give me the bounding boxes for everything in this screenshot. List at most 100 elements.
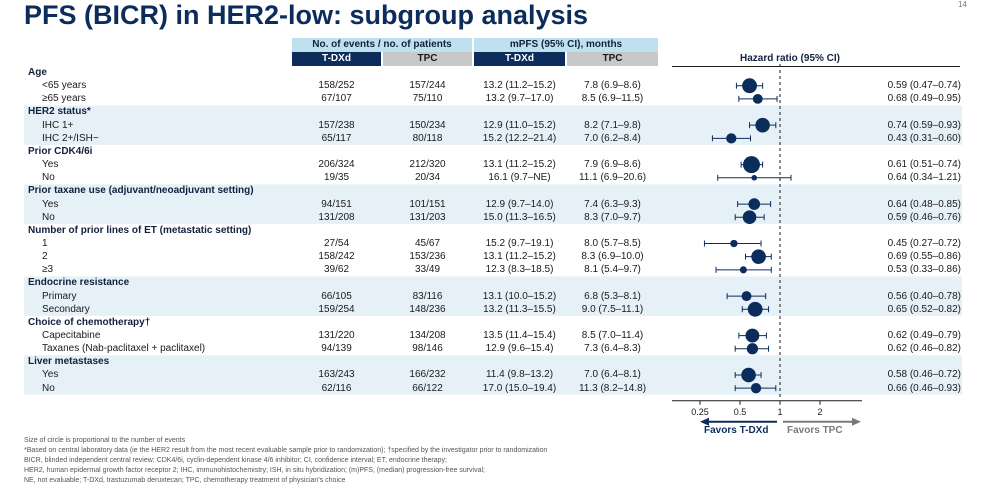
mpfs-tpc-cell: 7.0 (6.4–8.1) [584,369,641,381]
subgroup-header: Endocrine resistance [28,277,130,289]
mpfs-tpc-cell: 8.3 (7.0–9.7) [584,211,641,223]
events-tpc-cell: 20/34 [414,172,441,184]
subgroup-label: No [42,172,55,184]
mpfs-tdxd-cell: 13.1 (11.2–15.2) [483,159,556,171]
hazard-ratio-header: Hazard ratio (95% CI) [739,53,841,64]
favors-tpc-label: Favors TPC [787,424,843,436]
events-tpc-cell: 33/49 [414,264,441,276]
page-number: 14 [958,0,967,9]
events-tpc-cell: 166/232 [409,369,446,381]
subgroup-label: IHC 2+/ISH− [42,132,99,144]
x-tick-label: 2 [817,407,822,417]
subgroup-label: ≥3 [42,264,54,276]
group-band [24,355,962,395]
favors-tdxd-label: Favors T-DXd [704,424,769,436]
mpfs-tdxd-cell: 15.2 (12.2–21.4) [482,132,557,144]
events-tpc-cell: 153/236 [409,251,446,263]
events-tpc-cell: 212/320 [409,159,446,171]
mpfs-tdxd-cell: 15.2 (9.7–19.1) [485,237,554,249]
hr-point [746,343,759,355]
events-tdxd-cell: 66/105 [321,290,352,302]
events-tpc-cell: 134/208 [409,330,446,341]
mpfs-tdxd-cell: 13.5 (11.4–15.4) [483,330,556,341]
hr-point [748,198,761,210]
events-tpc-cell: 98/146 [412,343,443,355]
hr-point [741,367,756,383]
hazard-ratio-underline [672,66,960,67]
mpfs-tpc-cell: 11.3 (8.2–14.8) [578,382,647,394]
header-events: No. of events / no. of patients [292,38,472,52]
hazard-ratio-value: 0.56 (0.40–0.78) [887,290,961,302]
hr-point [739,266,747,274]
hazard-ratio-value: 0.69 (0.55–0.86) [887,251,961,263]
mpfs-tdxd-cell: 11.4 (9.8–13.2) [485,369,554,381]
subgroup-label: 2 [42,251,48,263]
subgroup-header: Age [28,67,47,78]
events-tdxd-cell: 158/242 [318,251,355,263]
hr-point [742,78,758,94]
footnote-abbreviations-3: NE, not evaluable; T-DXd, trastuzumab de… [24,477,346,484]
subgroup-header: Prior taxane use (adjuvant/neoadjuvant s… [28,185,254,197]
hazard-ratio-value: 0.65 (0.52–0.82) [887,303,961,315]
mpfs-tpc-cell: 6.8 (5.3–8.1) [584,290,641,302]
mpfs-tdxd-cell: 12.9 (11.0–15.2) [483,119,556,131]
events-tpc-cell: 83/116 [412,290,443,302]
events-tpc-cell: 131/203 [409,211,446,223]
subgroup-label: No [42,211,55,223]
favors-tpc-arrow-head [852,417,861,426]
x-tick-label: 0.5 [734,407,747,417]
subgroup-label: 1 [42,237,48,249]
events-tdxd-cell: 65/117 [321,132,352,144]
mpfs-tdxd-cell: 16.1 (9.7–NE) [488,172,551,184]
events-tdxd-cell: 157/238 [318,119,355,131]
events-tpc-cell: 66/122 [412,382,443,394]
hr-point [745,328,760,343]
mpfs-tdxd-cell: 13.2 (11.3–15.5) [483,303,556,315]
events-tpc-cell: 150/234 [409,119,446,131]
subgroup-header: Number of prior lines of ET (metastatic … [28,224,252,236]
x-tick-label: 1 [777,407,782,417]
hazard-ratio-value: 0.59 (0.47–0.74) [887,80,961,92]
mpfs-tdxd-cell: 13.1 (10.0–15.2) [482,290,557,302]
group-band [24,184,962,224]
footnote-abbreviations-2: HER2, human epidermal growth factor rece… [24,467,485,474]
subgroup-label: Primary [42,290,77,302]
events-tdxd-cell: 19/35 [323,172,350,184]
header-events-tpc: TPC [383,52,472,66]
group-band [24,276,962,316]
hr-point [751,249,766,264]
mpfs-tpc-cell: 8.1 (5.4–9.7) [584,264,641,276]
hazard-ratio-value: 0.61 (0.51–0.74) [887,159,961,171]
hr-point [747,301,763,317]
group-band [24,105,962,145]
subgroup-label: ≥65 years [42,93,86,105]
events-tdxd-cell: 131/220 [318,330,355,341]
hr-point [741,291,752,302]
mpfs-tdxd-cell: 12.9 (9.6–15.4) [485,343,554,355]
events-tpc-cell: 75/110 [412,93,443,105]
subgroup-header: HER2 status* [28,106,91,118]
mpfs-tdxd-cell: 12.9 (9.7–14.0) [485,198,554,210]
hazard-ratio-value: 0.58 (0.46–0.72) [887,369,961,381]
events-tpc-cell: 80/118 [412,132,443,144]
events-tdxd-cell: 163/243 [318,369,355,381]
subgroup-label: Yes [42,159,59,171]
subgroup-header: Liver metastases [28,356,110,368]
header-events-tdxd: T-DXd [292,52,381,66]
mpfs-tpc-cell: 8.5 (7.0–11.4) [581,330,644,341]
events-tdxd-cell: 62/116 [321,382,352,394]
hr-point [726,133,737,144]
events-tdxd-cell: 206/324 [318,159,355,171]
header-mpfs-tdxd: T-DXd [474,52,565,66]
events-tpc-cell: 148/236 [409,303,446,315]
mpfs-tpc-cell: 8.5 (6.9–11.5) [581,93,644,105]
hazard-ratio-value: 0.64 (0.48–0.85) [887,198,961,210]
subgroup-header: Choice of chemotherapy† [28,316,151,328]
events-tdxd-cell: 94/151 [321,198,352,210]
page-title: PFS (BICR) in HER2-low: subgroup analysi… [24,0,589,30]
subgroup-label: Taxanes (Nab-paclitaxel + paclitaxel) [42,343,206,355]
hazard-ratio-value: 0.74 (0.59–0.93) [887,119,961,131]
hr-point [750,383,762,394]
header-mpfs-tpc: TPC [567,52,658,66]
